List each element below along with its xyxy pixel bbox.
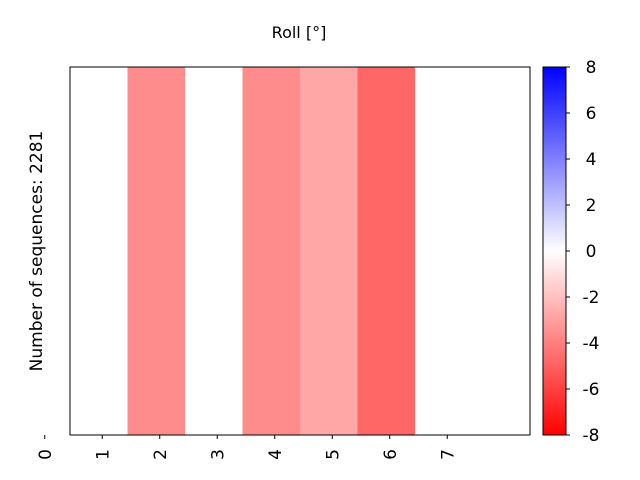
colorbar-tick-label-6: -4 [583,334,600,354]
colorbar-tick-label-1: 6 [586,104,597,124]
colorbar-tick-label-5: -2 [583,288,600,308]
plot-frame [69,66,531,436]
heatmap-cell-5 [357,67,415,435]
heatmap-cell-4 [300,67,358,435]
colorbar-ticks: 8 6 4 2 0 -2 -4 -6 -8 [566,58,599,446]
x-tick-label-4: 4 [266,449,286,460]
heatmap-cell-7 [472,67,530,435]
colorbar-tick-label-8: -8 [583,426,600,446]
x-axis-ticks: 0 1 2 3 4 5 6 7 [36,435,458,460]
x-tick-label-7: 7 [438,449,458,460]
heatmap-cell-6 [415,67,473,435]
x-tick-label-3: 3 [208,449,228,460]
x-tick-label-5: 5 [323,449,343,460]
colorbar-tick-label-3: 2 [586,196,597,216]
colorbar-tick-label-7: -6 [583,380,600,400]
heatmap-cells [70,67,530,435]
x-tick-label-0: 0 [36,449,56,460]
heatmap-cell-3 [242,67,300,435]
colorbar [542,66,567,436]
colorbar-tick-label-4: 0 [586,242,597,262]
y-axis-label: Number of sequences: 2281 [27,131,47,372]
heatmap-cell-0 [70,67,128,435]
colorbar-tick-label-0: 8 [586,58,597,78]
x-tick-label-2: 2 [151,449,171,460]
x-tick-label-1: 1 [93,449,113,460]
heatmap-cell-2 [185,67,243,435]
colorbar-tick-label-2: 4 [586,150,597,170]
heatmap-cell-1 [127,67,185,435]
chart-title: Roll [°] [272,23,327,42]
x-tick-label-6: 6 [381,449,401,460]
